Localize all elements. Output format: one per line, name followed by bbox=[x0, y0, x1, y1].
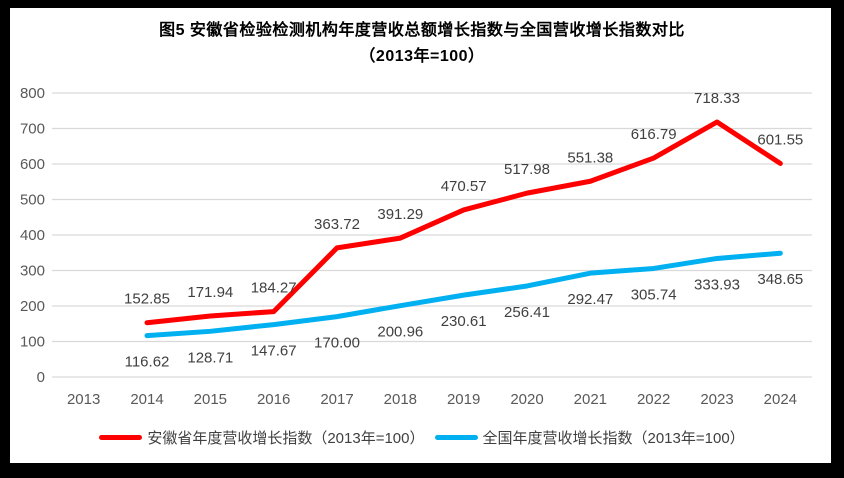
y-axis-tick-label: 400 bbox=[20, 227, 45, 244]
data-label-series-1: 348.65 bbox=[757, 271, 803, 288]
y-axis-tick-label: 500 bbox=[20, 192, 45, 209]
x-axis-tick-label: 2020 bbox=[510, 391, 543, 408]
data-label-series-0: 517.98 bbox=[504, 161, 550, 178]
x-axis-tick-label: 2023 bbox=[700, 391, 733, 408]
x-axis-tick-label: 2013 bbox=[67, 391, 100, 408]
data-label-series-1: 305.74 bbox=[631, 286, 677, 303]
data-label-series-0: 718.33 bbox=[694, 90, 740, 107]
x-axis-tick-label: 2018 bbox=[384, 391, 417, 408]
data-label-series-1: 333.93 bbox=[694, 276, 740, 293]
data-label-series-0: 551.38 bbox=[567, 149, 613, 166]
y-axis-tick-label: 800 bbox=[20, 85, 45, 102]
data-label-series-0: 363.72 bbox=[314, 216, 360, 233]
anhui-series-color-dash bbox=[99, 434, 143, 440]
data-label-series-0: 616.79 bbox=[631, 126, 677, 143]
x-axis-tick-label: 2016 bbox=[257, 391, 290, 408]
y-axis-tick-label: 200 bbox=[20, 298, 45, 315]
data-label-series-1: 170.00 bbox=[314, 335, 360, 352]
data-label-series-0: 470.57 bbox=[441, 178, 487, 195]
x-axis-tick-label: 2024 bbox=[764, 391, 797, 408]
legend-item-anhui: 安徽省年度营收增长指数（2013年=100） bbox=[99, 427, 425, 448]
data-label-series-1: 147.67 bbox=[251, 343, 297, 360]
legend-label-national: 全国年度营收增长指数（2013年=100） bbox=[482, 429, 745, 447]
x-axis-tick-label: 2022 bbox=[637, 391, 670, 408]
legend-item-national: 全国年度营收增长指数（2013年=100） bbox=[434, 427, 745, 448]
data-label-series-0: 152.85 bbox=[124, 291, 170, 308]
data-label-series-0: 601.55 bbox=[757, 131, 803, 148]
series-line-1 bbox=[144, 250, 783, 339]
chart-title-line1: 图5 安徽省检验检测机构年度营收总额增长指数与全国营收增长指数对比 bbox=[159, 22, 685, 39]
data-label-series-0: 184.27 bbox=[251, 280, 297, 297]
x-axis-tick-label: 2021 bbox=[574, 391, 607, 408]
data-label-series-1: 200.96 bbox=[377, 324, 423, 341]
series-line-0 bbox=[144, 119, 783, 326]
data-label-series-0: 391.29 bbox=[377, 206, 423, 223]
legend-label-anhui: 安徽省年度营收增长指数（2013年=100） bbox=[147, 429, 425, 447]
data-label-series-1: 116.62 bbox=[125, 354, 170, 371]
y-axis-tick-label: 100 bbox=[20, 334, 45, 351]
data-label-series-1: 292.47 bbox=[567, 291, 613, 308]
x-axis-tick-label: 2017 bbox=[320, 391, 353, 408]
chart-title: 图5 安徽省检验检测机构年度营收总额增长指数与全国营收增长指数对比 （2013年… bbox=[0, 18, 844, 70]
x-axis-tick-label: 2019 bbox=[447, 391, 480, 408]
chart-legend: 安徽省年度营收增长指数（2013年=100） 全国年度营收增长指数（2013年=… bbox=[0, 427, 844, 447]
x-axis-tick-label: 2015 bbox=[194, 391, 227, 408]
data-label-series-1: 230.61 bbox=[441, 313, 487, 330]
y-axis-tick-label: 700 bbox=[20, 121, 45, 138]
chart-title-line2: （2013年=100） bbox=[359, 48, 485, 65]
y-axis-tick-label: 300 bbox=[20, 263, 45, 280]
y-axis-tick-label: 0 bbox=[37, 369, 45, 386]
x-axis-tick-label: 2014 bbox=[130, 391, 163, 408]
y-axis-tick-label: 600 bbox=[20, 156, 45, 173]
data-label-series-1: 256.41 bbox=[504, 304, 550, 321]
national-series-color-dash bbox=[434, 434, 478, 440]
data-label-series-0: 171.94 bbox=[187, 284, 233, 301]
data-label-series-1: 128.71 bbox=[187, 349, 233, 366]
